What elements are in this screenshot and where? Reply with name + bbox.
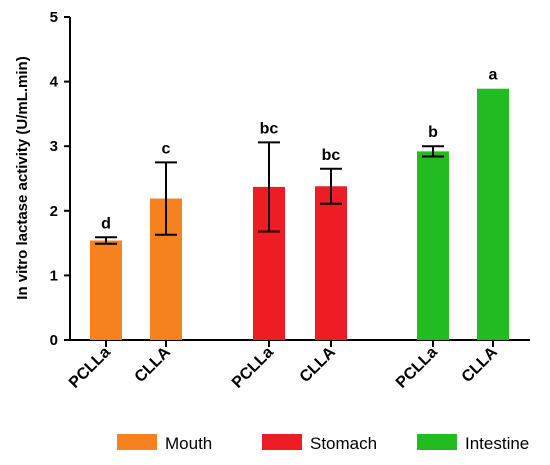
- significance-label: bc: [322, 147, 341, 164]
- y-tick-label: 2: [50, 203, 58, 220]
- bar: [477, 88, 509, 341]
- legend-label: Mouth: [165, 434, 212, 453]
- y-axis-title: In vitro lactase activity (U/mL.min): [14, 56, 31, 299]
- bar: [315, 186, 347, 340]
- legend-swatch: [117, 434, 157, 450]
- significance-label: bc: [260, 120, 279, 137]
- x-tick-label: CLLA: [297, 343, 339, 385]
- x-tick-label: PCLLa: [66, 344, 114, 392]
- legend-label: Intestine: [465, 434, 529, 453]
- legend-swatch: [262, 434, 302, 450]
- x-tick-label: CLLA: [132, 343, 174, 385]
- x-tick-label: PCLLa: [229, 344, 277, 392]
- y-tick-label: 3: [50, 138, 58, 155]
- significance-label: b: [428, 124, 438, 141]
- legend: Mouth Stomach Intestine: [117, 434, 529, 453]
- significance-label: a: [489, 67, 498, 84]
- bars: d c bc bc b a: [90, 67, 509, 341]
- significance-label: c: [162, 140, 171, 157]
- legend-swatch: [417, 434, 457, 450]
- y-tick-label: 4: [50, 74, 59, 91]
- bar: [417, 151, 449, 340]
- y-tick-label: 0: [50, 332, 58, 349]
- x-tick-label: CLLA: [459, 343, 501, 385]
- significance-label: d: [101, 215, 111, 232]
- y-tick-label: 1: [50, 267, 58, 284]
- bar: [90, 240, 122, 340]
- legend-label: Stomach: [310, 434, 377, 453]
- y-tick-label: 5: [50, 9, 58, 26]
- x-tick-label: PCLLa: [393, 344, 441, 392]
